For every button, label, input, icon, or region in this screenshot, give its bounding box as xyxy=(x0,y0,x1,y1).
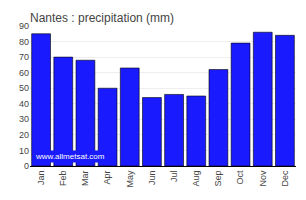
svg-text:Nov: Nov xyxy=(258,170,268,187)
svg-text:May: May xyxy=(125,170,135,188)
svg-text:0: 0 xyxy=(24,161,29,171)
svg-text:10: 10 xyxy=(19,146,29,156)
svg-text:70: 70 xyxy=(19,52,29,62)
svg-text:Nantes : precipitation (mm): Nantes : precipitation (mm) xyxy=(30,11,174,25)
svg-text:Oct: Oct xyxy=(236,170,246,185)
svg-text:80: 80 xyxy=(19,37,29,47)
svg-text:30: 30 xyxy=(19,114,29,124)
svg-text:Sep: Sep xyxy=(213,171,223,187)
svg-text:Feb: Feb xyxy=(58,171,68,187)
svg-text:20: 20 xyxy=(19,130,29,140)
svg-text:Jul: Jul xyxy=(169,171,179,183)
svg-text:60: 60 xyxy=(19,68,29,78)
svg-text:40: 40 xyxy=(19,99,29,109)
svg-text:www.allmetsat.com: www.allmetsat.com xyxy=(35,152,105,161)
svg-text:Apr: Apr xyxy=(103,171,113,185)
svg-text:50: 50 xyxy=(19,83,29,93)
svg-text:Dec: Dec xyxy=(280,170,290,187)
svg-text:Jan: Jan xyxy=(36,171,46,186)
svg-text:Jun: Jun xyxy=(147,171,157,186)
svg-text:Mar: Mar xyxy=(80,171,90,187)
svg-text:90: 90 xyxy=(19,21,29,31)
svg-text:Aug: Aug xyxy=(191,171,201,187)
